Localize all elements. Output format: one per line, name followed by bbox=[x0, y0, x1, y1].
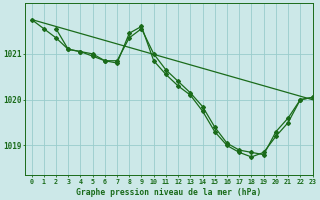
X-axis label: Graphe pression niveau de la mer (hPa): Graphe pression niveau de la mer (hPa) bbox=[76, 188, 262, 197]
